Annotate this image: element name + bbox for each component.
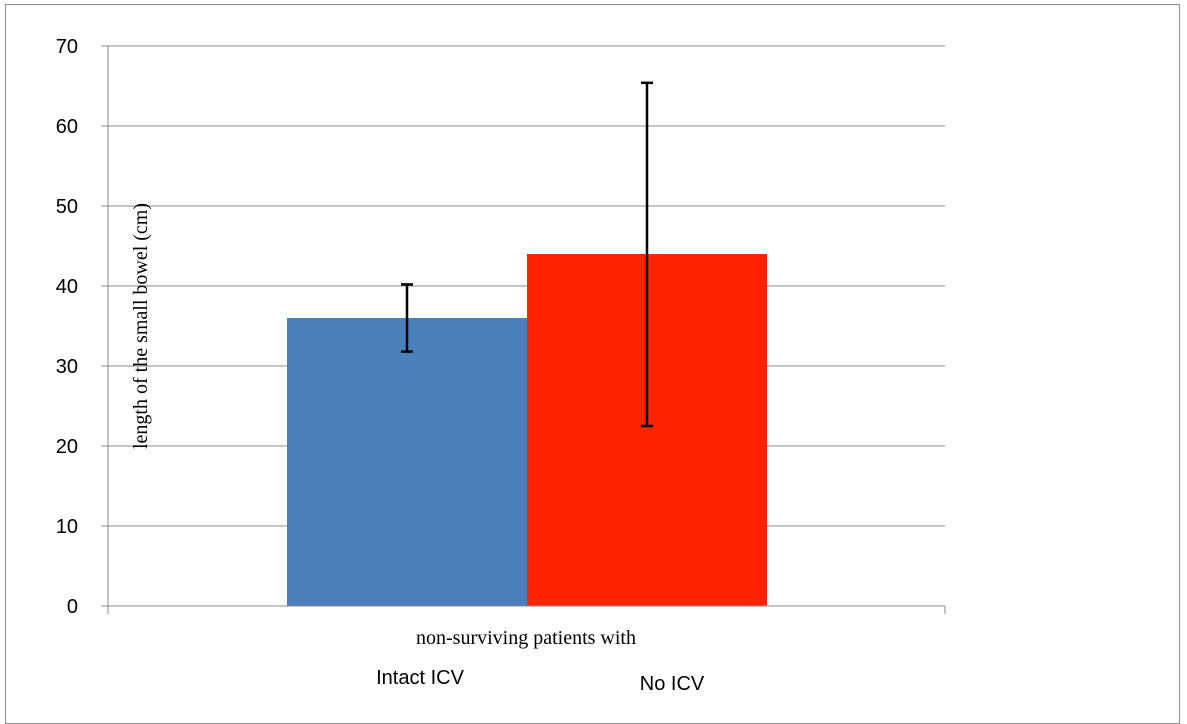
- bars: [287, 254, 767, 606]
- y-tick-label: 0: [67, 596, 78, 618]
- y-tick-label: 20: [56, 436, 78, 458]
- y-tick-label: 50: [56, 196, 78, 218]
- y-tick-labels: 0 10 20 30 40 50 60 70: [56, 36, 78, 618]
- axes: [101, 45, 946, 614]
- y-tick-label: 60: [56, 116, 78, 138]
- category-labels: Intact ICV No ICV: [376, 667, 705, 695]
- x-axis-label: non-surviving patients with: [416, 627, 636, 649]
- bar-chart: 0 10 20 30 40 50 60 70 length of the small bowe…: [56, 36, 946, 695]
- y-tick-label: 30: [56, 356, 78, 378]
- category-label-2: No ICV: [640, 673, 705, 695]
- y-tick-label: 40: [56, 276, 78, 298]
- y-tick-label: 70: [56, 36, 78, 58]
- y-tick-label: 10: [56, 516, 78, 538]
- bar-1: [287, 318, 527, 606]
- grid-lines: [108, 45, 945, 527]
- category-label-1: Intact ICV: [376, 667, 464, 689]
- y-axis-label: length of the small bowel (cm): [130, 203, 152, 449]
- error-bars: [401, 81, 653, 428]
